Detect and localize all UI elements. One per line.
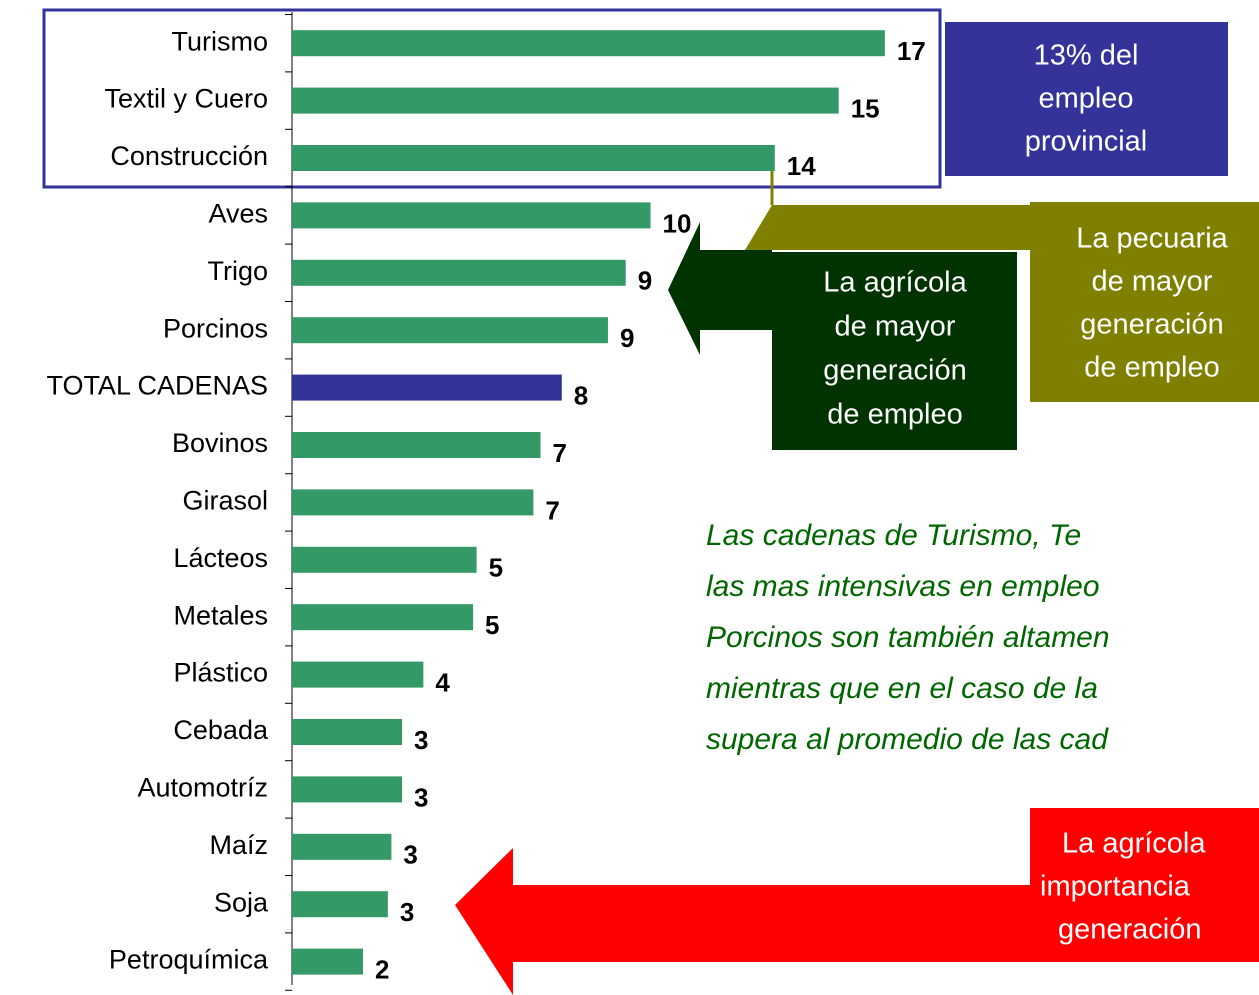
category-label: Metales — [173, 600, 268, 630]
category-label: Automotríz — [137, 773, 268, 803]
value-label: 17 — [897, 36, 926, 66]
category-label: Aves — [208, 199, 268, 229]
bar — [292, 202, 651, 229]
bar — [292, 489, 534, 516]
bar — [292, 948, 363, 975]
bar — [292, 719, 403, 745]
provincial-text: empleo — [1038, 83, 1133, 115]
category-label: Trigo — [207, 256, 268, 286]
value-label: 5 — [489, 553, 503, 583]
bar — [292, 776, 403, 803]
box-provincial — [945, 22, 1228, 176]
pecuaria-text: La pecuaria — [1076, 223, 1228, 255]
category-label: TOTAL CADENAS — [46, 371, 268, 401]
value-label: 5 — [485, 610, 499, 640]
category-label: Cebada — [173, 715, 269, 745]
pecuaria-text: de mayor — [1092, 266, 1213, 298]
bar — [292, 30, 885, 57]
paragraph-text: mientras que en el caso de la — [706, 672, 1098, 705]
bar — [292, 546, 477, 573]
arrow-agricola-low — [455, 848, 1030, 995]
category-label: Girasol — [182, 486, 268, 516]
arrow-agricola — [668, 222, 772, 355]
category-label: Construcción — [110, 141, 268, 171]
box-pecuaria — [1030, 202, 1259, 402]
paragraph-text: Las cadenas de Turismo, Te — [706, 519, 1081, 552]
bar — [292, 145, 775, 171]
category-label: Porcinos — [163, 313, 268, 343]
value-label: 3 — [400, 897, 414, 927]
agricola-low-text: importancia — [1040, 871, 1191, 903]
category-label: Petroquímica — [109, 945, 269, 975]
pecuaria-text: de empleo — [1084, 352, 1219, 384]
value-label: 9 — [638, 266, 652, 296]
category-label: Turismo — [171, 26, 268, 56]
bar — [292, 833, 392, 860]
agricola-text: La agrícola — [823, 267, 967, 299]
box-agricola — [772, 252, 1017, 450]
agricola-text: de mayor — [835, 311, 956, 343]
category-label: Maíz — [209, 830, 268, 860]
value-label: 7 — [545, 495, 559, 525]
highlight-frame — [42, 8, 942, 189]
value-label: 14 — [787, 151, 816, 181]
category-label: Textil y Cuero — [104, 84, 268, 114]
paragraph-text: las mas intensivas en empleo — [706, 570, 1100, 603]
bar — [292, 432, 541, 458]
pecuaria-text: generación — [1080, 309, 1224, 341]
agricola-text: de empleo — [827, 399, 962, 431]
value-label: 3 — [414, 782, 428, 812]
provincial-text: 13% del — [1034, 40, 1139, 72]
value-label: 15 — [851, 93, 880, 123]
bar — [292, 317, 608, 344]
value-label: 8 — [574, 380, 588, 410]
bar — [292, 604, 474, 631]
bar — [292, 374, 562, 401]
provincial-text: provincial — [1025, 126, 1148, 158]
box-agricola-low — [1030, 808, 1259, 962]
category-label: Plástico — [173, 658, 268, 688]
value-label: 2 — [375, 954, 389, 984]
bar — [292, 87, 839, 114]
bar — [292, 891, 388, 918]
paragraph-text: supera al promedio de las cad — [706, 723, 1109, 756]
value-label: 7 — [553, 438, 567, 468]
arrow-pecuaria — [745, 205, 1030, 250]
value-label: 10 — [663, 208, 692, 238]
category-label: Bovinos — [172, 428, 268, 458]
paragraph-text: Porcinos son también altamen — [706, 621, 1110, 654]
agricola-low-text: La agrícola — [1062, 828, 1206, 860]
category-label: Soja — [214, 887, 269, 917]
agricola-low-text: generación — [1058, 914, 1202, 946]
bar — [292, 259, 626, 286]
agricola-text: generación — [823, 355, 967, 387]
value-label: 4 — [435, 667, 450, 697]
category-label: Lácteos — [173, 543, 268, 573]
value-label: 3 — [403, 840, 417, 870]
value-label: 3 — [414, 725, 428, 755]
annotation-shapes — [42, 8, 1259, 995]
value-label: 9 — [620, 323, 634, 353]
bar — [292, 661, 424, 688]
